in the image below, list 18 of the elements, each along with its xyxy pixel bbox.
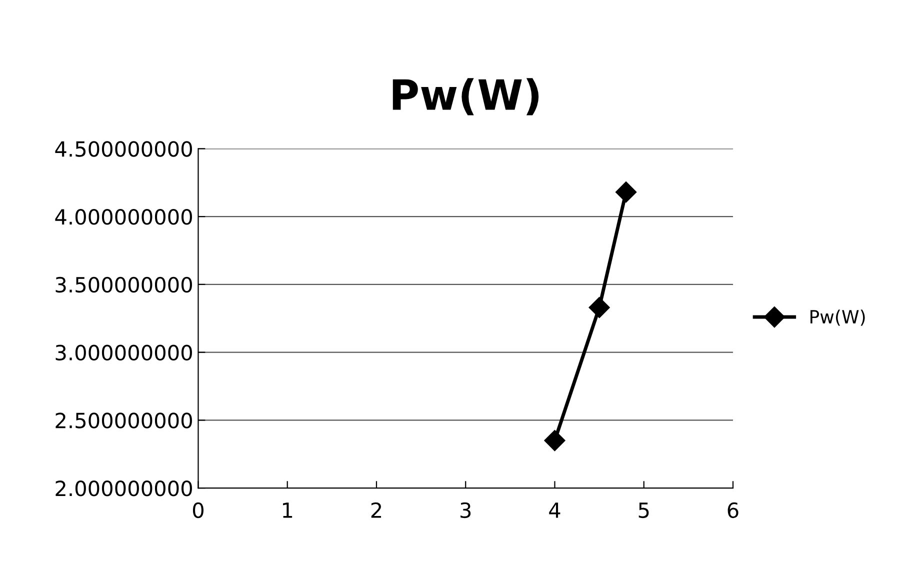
y-tick-label: 3.000000000 bbox=[56, 344, 192, 361]
point bbox=[616, 182, 637, 203]
y-tick-label: 4.500000000 bbox=[55, 141, 192, 157]
x-tick-label: 5 bbox=[638, 502, 649, 518]
y-tick-label: 4.000000000 bbox=[55, 209, 192, 225]
y-tick-label: 3.500000000 bbox=[56, 276, 192, 293]
legend-label: Pw(W) bbox=[810, 310, 865, 326]
y-tick-label: 2.000000000 bbox=[56, 480, 192, 496]
x-tick-label: 0 bbox=[192, 502, 204, 518]
point bbox=[588, 296, 610, 318]
point bbox=[544, 430, 566, 452]
x-tick-label: 2 bbox=[371, 502, 382, 518]
x-tick-label: 6 bbox=[728, 502, 738, 518]
chart-title: Pw(W) bbox=[392, 78, 539, 116]
y-tick-label: 2.500000000 bbox=[56, 412, 192, 428]
x-tick-label: 1 bbox=[283, 502, 292, 518]
x-tick-label: 4 bbox=[549, 502, 560, 518]
x-tick-label: 3 bbox=[460, 502, 471, 518]
